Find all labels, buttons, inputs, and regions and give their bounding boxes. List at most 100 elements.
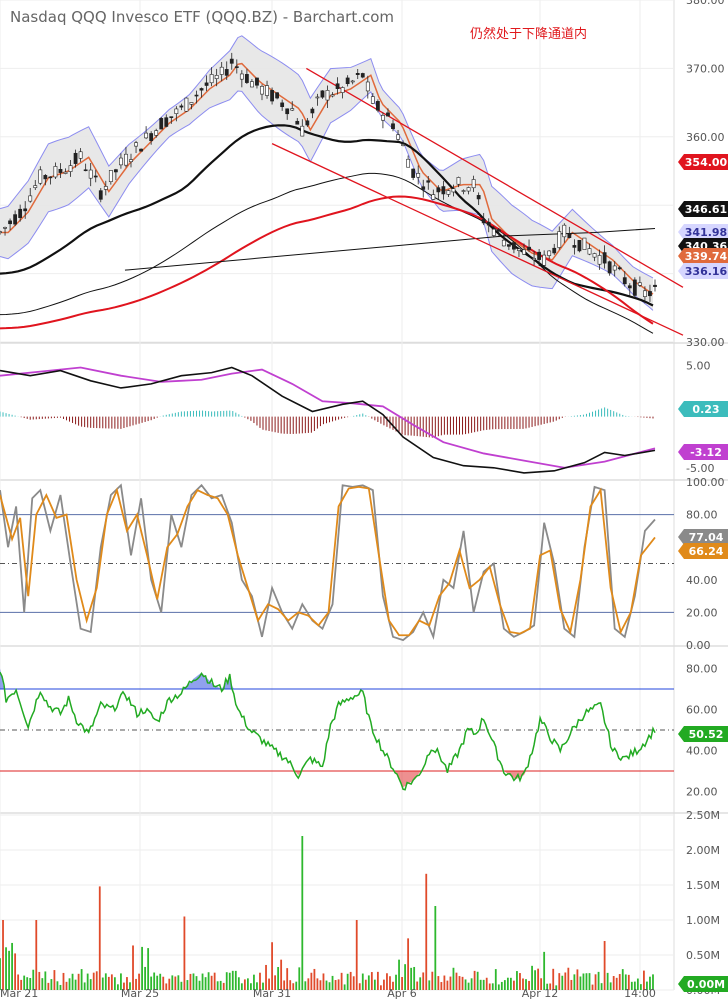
volume-bar: [228, 972, 231, 990]
volume-bar: [537, 968, 540, 990]
volume-bar: [222, 982, 225, 990]
candle-body: [295, 120, 300, 125]
candle-body: [244, 74, 249, 83]
candle-body: [350, 80, 355, 83]
x-tick-label: Mar 25: [121, 987, 159, 1000]
volume-bar: [516, 971, 518, 990]
candle-body: [23, 208, 28, 212]
candle-body: [637, 282, 642, 286]
volume-bar: [177, 975, 180, 990]
volume-bar: [292, 983, 295, 990]
value-badge-label: 0.23: [692, 403, 719, 416]
volume-bar: [77, 973, 80, 990]
volume-bar: [213, 972, 216, 990]
volume-bar: [467, 982, 470, 990]
volume-bar: [274, 975, 276, 990]
volume-bar: [497, 984, 500, 990]
value-badge-shape: [678, 726, 728, 742]
candle-body: [229, 58, 234, 64]
value-badge-label: 339.74: [685, 250, 728, 263]
candle-body: [28, 195, 33, 202]
volume-bar: [404, 964, 406, 990]
candle-body: [491, 228, 496, 236]
volume-bar: [17, 974, 20, 990]
volume-bar: [546, 983, 549, 990]
volume-bar: [277, 967, 280, 990]
volume-bar: [159, 973, 162, 990]
candle-body: [275, 92, 280, 99]
candle-body: [48, 176, 53, 179]
value-badge: 0.00M: [678, 976, 728, 992]
stoch-d-line: [0, 485, 656, 637]
x-tick-label: Mar 21: [0, 987, 38, 1000]
volume-bar: [649, 976, 651, 990]
candle-body: [108, 170, 113, 182]
candle-body: [63, 171, 68, 174]
volume-bar: [171, 975, 174, 990]
candle-body: [73, 152, 78, 164]
volume-bar: [144, 966, 147, 990]
candle-body: [103, 186, 108, 190]
volume-bar: [540, 978, 543, 990]
volume-bar: [364, 979, 367, 990]
volume-bar: [80, 969, 83, 990]
candle-body: [441, 186, 446, 195]
volume-bar: [71, 973, 74, 990]
volume-bar: [204, 977, 207, 990]
volume-bar: [83, 982, 86, 990]
candle-body: [98, 190, 103, 200]
candle-body: [375, 101, 380, 111]
candle-body: [476, 195, 481, 200]
volume-bar: [304, 981, 307, 990]
volume-bar: [219, 980, 222, 990]
value-badge-shape: [678, 248, 728, 264]
candle-body: [466, 187, 471, 192]
candle-body: [431, 194, 436, 200]
candle-body: [209, 74, 214, 84]
value-badge-shape: [678, 154, 728, 170]
value-badge-label: 50.52: [689, 728, 724, 741]
price-panel: [0, 0, 684, 343]
volume-bar: [500, 981, 503, 990]
volume-bar: [543, 951, 546, 990]
candle-body: [567, 233, 572, 238]
ma-red-line: [0, 195, 654, 330]
volume-bar: [186, 980, 189, 990]
volume-bar: [561, 975, 564, 990]
volume-bar: [558, 973, 561, 990]
volume-bar: [201, 973, 204, 990]
volume-bar: [470, 978, 473, 990]
volume-bar: [237, 977, 240, 990]
bollinger-upper-line: [0, 35, 654, 279]
candle-body: [411, 168, 416, 178]
volume-bar: [567, 967, 570, 990]
candle-body: [255, 77, 259, 86]
candle-body: [169, 116, 174, 118]
candle-body: [300, 125, 305, 137]
volume-bar: [503, 980, 506, 990]
volume-bar: [618, 974, 621, 990]
y-tick-label: 370.00: [686, 62, 725, 75]
candle-body: [78, 151, 83, 159]
volume-bar: [23, 975, 26, 990]
volume-bar: [59, 984, 62, 990]
volume-bar: [513, 980, 515, 990]
volume-bar: [570, 979, 573, 990]
y-tick-label: 20.00: [686, 606, 718, 619]
volume-bar: [552, 968, 555, 990]
candle-body: [557, 231, 562, 248]
volume-bar: [370, 972, 373, 990]
volume-bar: [120, 973, 122, 990]
volume-bar: [29, 977, 32, 990]
candle-body: [224, 69, 229, 76]
value-badge-label: 0.00M: [687, 978, 725, 991]
volume-bar: [192, 973, 195, 990]
value-badge-label: 66.24: [689, 545, 724, 558]
volume-bar: [62, 972, 65, 990]
volume-bar: [473, 970, 476, 990]
value-badge: 66.24: [678, 543, 728, 559]
volume-bar: [419, 977, 422, 990]
value-badge-label: 77.04: [689, 531, 724, 544]
candle-body: [406, 158, 411, 168]
